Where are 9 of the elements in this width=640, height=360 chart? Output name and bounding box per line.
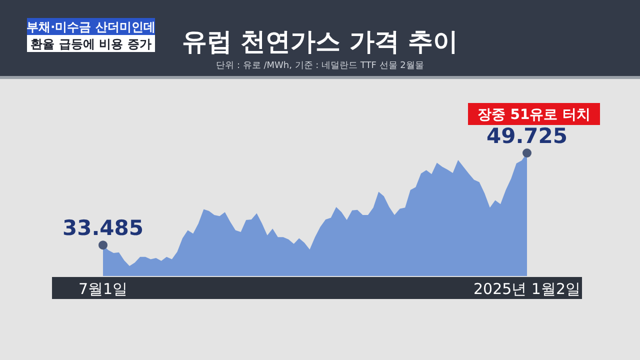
data-label: 49.725 — [486, 124, 568, 148]
x-tick-label: 7월1일 — [78, 280, 128, 298]
chart-title: 유럽 천연가스 가격 추이 — [182, 27, 458, 56]
data-label: 33.485 — [62, 216, 144, 240]
text: 부채·미수금 산더미인데 — [26, 20, 156, 34]
x-tick-label: 2025년 1월2일 — [473, 280, 581, 298]
text: 환율 급등에 비용 증가 — [30, 36, 152, 51]
text: 장중 51유로 터치 — [477, 107, 591, 124]
chart-subtitle: 단위 : 유로 /MWh, 기준 : 네덜란드 TTF 선물 2월물 — [216, 61, 424, 71]
